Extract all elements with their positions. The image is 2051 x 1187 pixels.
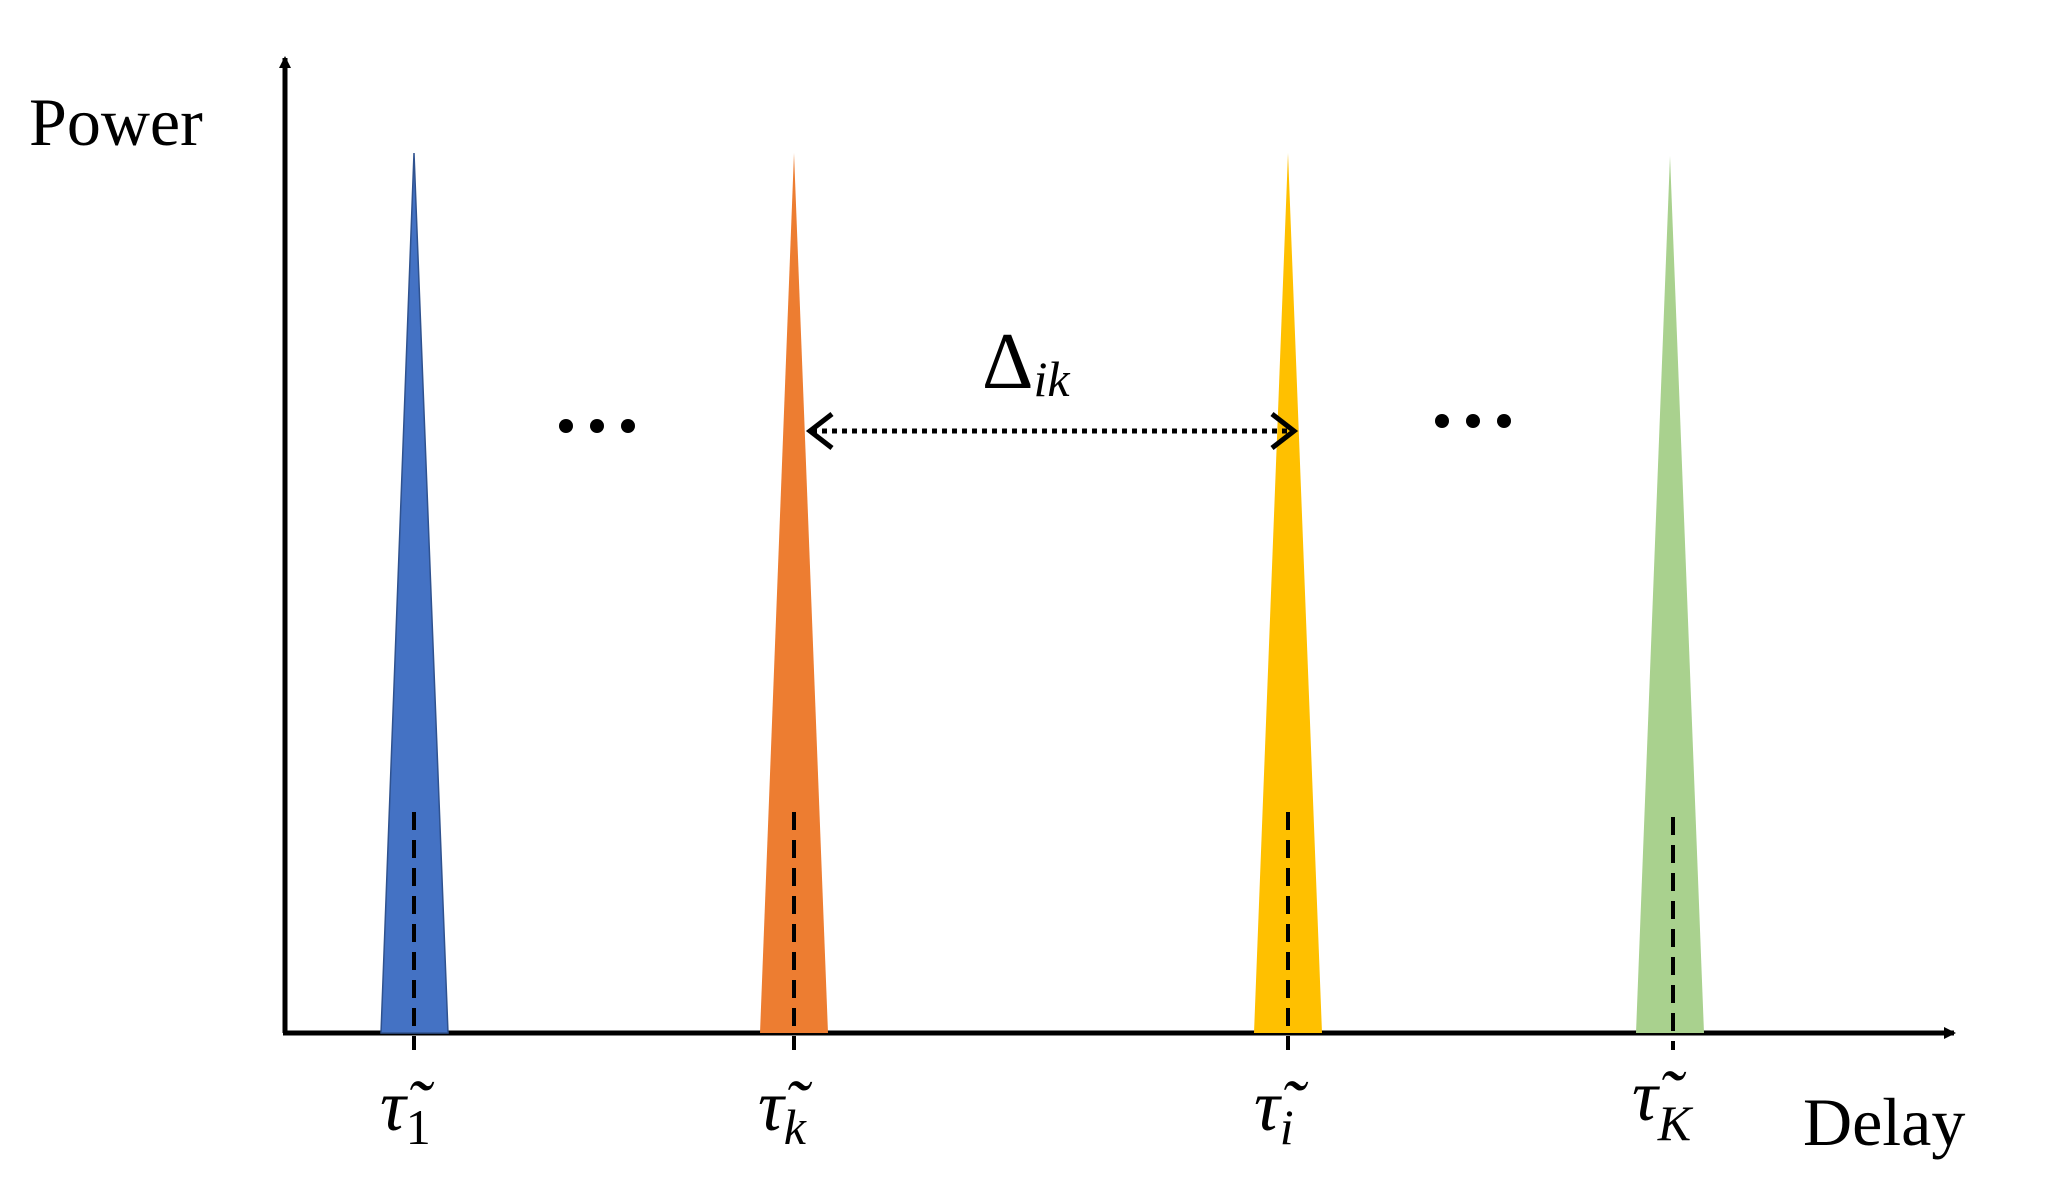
x-axis-label: Delay bbox=[1803, 1084, 1965, 1160]
peak-label: τ̃K bbox=[1632, 1056, 1694, 1151]
peak bbox=[380, 152, 449, 1034]
arrow-head bbox=[1270, 412, 1299, 450]
peak-label: τ̃i bbox=[1254, 1066, 1309, 1155]
peak-label: τ̃k bbox=[758, 1066, 813, 1155]
peak bbox=[1254, 153, 1322, 1033]
arrow-head bbox=[805, 412, 834, 450]
peak-label: τ̃1 bbox=[380, 1066, 435, 1155]
separation-label: Δik bbox=[982, 318, 1070, 407]
markers bbox=[412, 812, 1675, 1050]
peak bbox=[760, 153, 828, 1033]
y-axis-label: Power bbox=[29, 84, 203, 160]
ellipsis bbox=[559, 414, 1511, 433]
peak bbox=[1636, 156, 1704, 1033]
